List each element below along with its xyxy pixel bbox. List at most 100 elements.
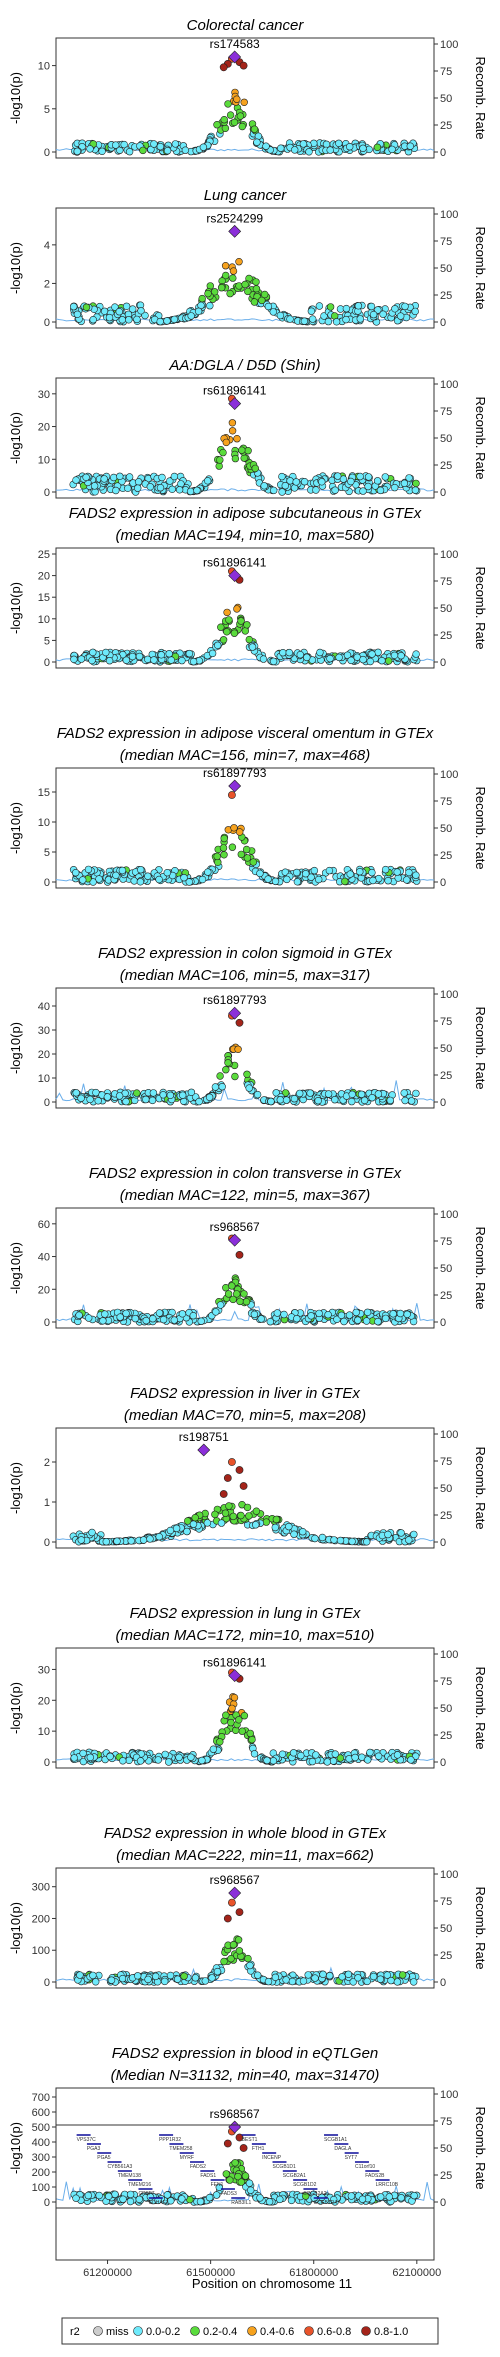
snp-point-high-ld xyxy=(239,2144,248,2152)
x-tick-label: 61200000 xyxy=(83,2267,132,2279)
snp-point xyxy=(266,1317,274,1326)
snp-point xyxy=(356,315,364,323)
lead-snp-marker xyxy=(197,1443,211,1457)
panel-title: (median MAC=156, min=7, max=468) xyxy=(120,747,371,764)
recomb-tick-label: 75 xyxy=(440,796,452,808)
snp-point xyxy=(326,654,334,663)
legend-label: 0.4-0.6 xyxy=(260,2326,294,2338)
snp-point xyxy=(359,655,367,664)
gene-label: FEN1 xyxy=(211,2182,224,2188)
gene-label: FADS1 xyxy=(200,2173,216,2179)
snp-point xyxy=(203,1519,212,1527)
snp-point xyxy=(299,1977,308,1985)
snp-point xyxy=(318,1533,327,1542)
recomb-tick-label: 0 xyxy=(440,317,446,329)
snp-point xyxy=(291,146,299,154)
snp-point xyxy=(139,146,147,155)
panel-title: FADS2 expression in whole blood in GTEx xyxy=(104,1825,387,1842)
snp-point xyxy=(331,486,339,494)
lead-snp-label: rs61896141 xyxy=(203,556,267,570)
gene-label: PGA5 xyxy=(97,2155,111,2161)
gene-label: PGA3 xyxy=(87,2146,101,2152)
snp-point xyxy=(286,315,294,323)
recomb-tick-label: 75 xyxy=(440,66,452,78)
snp-point xyxy=(352,1308,360,1317)
snp-point xyxy=(166,1091,175,1100)
snp-point xyxy=(231,454,240,463)
snp-point xyxy=(211,288,219,296)
y-tick-label: 200 xyxy=(32,1913,50,1925)
snp-point xyxy=(228,419,237,427)
recomb-tick-label: 75 xyxy=(440,1456,452,1468)
lead-snp-label: rs968567 xyxy=(210,2107,260,2121)
snp-point-high-ld xyxy=(235,1018,244,1027)
snp-point xyxy=(366,657,374,666)
snp-point xyxy=(233,435,241,443)
panel-title: (median MAC=194, min=10, max=580) xyxy=(116,527,375,544)
recomb-tick-label: 50 xyxy=(440,263,452,275)
legend-label: 0.8-1.0 xyxy=(374,2326,408,2338)
lead-snp-label: rs174583 xyxy=(210,37,260,51)
snp-point xyxy=(230,824,238,832)
snp-point xyxy=(159,1315,168,1324)
snp-point xyxy=(221,1509,230,1517)
snp-point xyxy=(70,655,78,663)
y-tick-label: 60 xyxy=(38,1219,50,1231)
snp-point xyxy=(352,481,360,489)
snp-point xyxy=(374,1317,382,1326)
snp-point xyxy=(269,657,278,666)
recomb-tick-label: 50 xyxy=(440,1923,452,1935)
snp-point xyxy=(180,873,188,882)
panel-title: (Median N=31132, min=40, max=31470) xyxy=(111,2067,380,2084)
snp-point xyxy=(271,1523,279,1532)
snp-point xyxy=(175,1753,183,1762)
y-tick-label: 40 xyxy=(38,1252,50,1264)
snp-point xyxy=(163,317,171,325)
snp-point xyxy=(336,1536,345,1545)
snp-point xyxy=(318,478,326,486)
snp-point xyxy=(233,95,241,103)
snp-point xyxy=(282,1976,290,1984)
y-tick-label: 100 xyxy=(32,1945,50,1957)
snp-point xyxy=(300,478,309,486)
snp-point xyxy=(189,657,198,666)
snp-point xyxy=(364,482,372,491)
panel-title: FADS2 expression in colon sigmoid in GTE… xyxy=(98,945,393,962)
snp-point xyxy=(367,302,376,311)
snp-point xyxy=(116,1313,124,1321)
snp-point xyxy=(369,876,377,885)
snp-point xyxy=(133,1089,141,1097)
snp-point xyxy=(347,477,355,486)
snp-point xyxy=(360,1096,369,1105)
y-tick-label: 20 xyxy=(38,422,50,434)
snp-point xyxy=(412,650,420,658)
snp-point xyxy=(293,868,301,877)
snp-point-high-ld xyxy=(223,1474,232,1482)
snp-point xyxy=(237,2178,246,2186)
snp-point xyxy=(324,317,333,326)
snp-point xyxy=(319,1970,327,1979)
snp-point xyxy=(296,1089,304,1098)
snp-point xyxy=(297,1751,305,1760)
snp-point xyxy=(95,875,103,883)
recomb-axis-label: Recomb. Rate xyxy=(473,56,488,139)
gene-label: SCGB1A1 xyxy=(324,2137,347,2143)
snp-point xyxy=(171,140,180,148)
snp-point xyxy=(150,656,158,664)
snp-point xyxy=(312,486,320,494)
snp-point xyxy=(206,302,214,310)
snp-point xyxy=(216,1301,225,1309)
y-axis-label: -log10(p) xyxy=(8,1242,23,1294)
snp-point xyxy=(222,1065,230,1074)
snp-point xyxy=(250,1750,259,1758)
snp-point xyxy=(351,1753,359,1762)
snp-point xyxy=(384,876,392,885)
snp-point xyxy=(229,1512,238,1521)
recomb-tick-label: 100 xyxy=(440,1429,458,1441)
y-tick-label: 10 xyxy=(38,61,50,73)
snp-point xyxy=(335,139,343,148)
snp-point xyxy=(107,1976,116,1984)
snp-point xyxy=(244,447,252,455)
recomb-tick-label: 25 xyxy=(440,630,452,642)
snp-point xyxy=(381,473,389,481)
